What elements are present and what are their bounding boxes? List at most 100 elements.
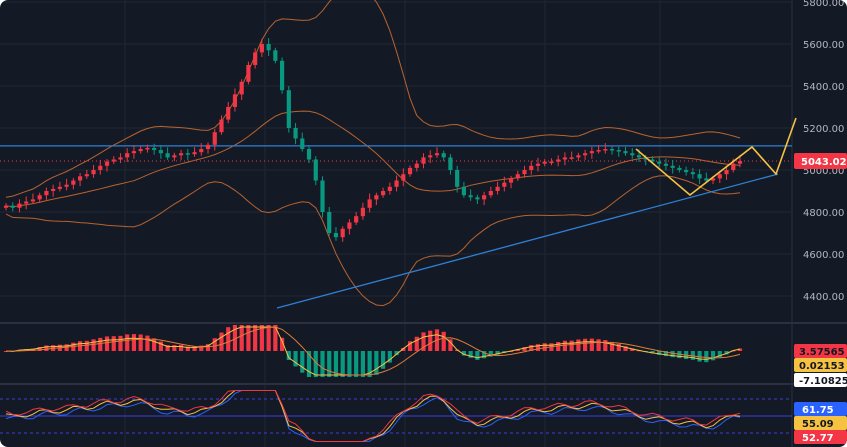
candle-body — [731, 163, 736, 170]
macd-histogram-bar — [657, 351, 662, 355]
candle-body — [710, 178, 716, 181]
macd-histogram-bar — [381, 351, 386, 369]
macd-histogram-bar — [576, 339, 581, 351]
candle-body — [630, 153, 635, 156]
candle-body — [576, 155, 581, 158]
macd-histogram-bar — [152, 338, 157, 351]
rsi-value-badge — [794, 416, 847, 430]
candle-body — [212, 132, 217, 145]
candle-body — [650, 159, 655, 162]
candle-body — [246, 65, 251, 82]
candle-body — [374, 195, 379, 200]
candle-body — [542, 161, 547, 164]
candle-body — [313, 159, 318, 181]
macd-histogram-bar — [428, 330, 433, 351]
candle-body — [320, 180, 325, 212]
candle-body — [3, 205, 9, 208]
candle-body — [273, 50, 278, 61]
candle-body — [71, 180, 76, 185]
candle-body — [57, 186, 62, 189]
macd-histogram-bar — [300, 351, 305, 373]
candle-body — [131, 151, 137, 154]
candle-body — [556, 159, 561, 162]
candle-body — [253, 52, 258, 65]
candle-body — [165, 153, 170, 158]
macd-histogram-bar — [138, 334, 143, 351]
candle-body — [30, 199, 36, 202]
candle-body — [643, 157, 648, 160]
macd-histogram-bar — [360, 351, 365, 377]
macd-histogram-bar — [407, 341, 413, 351]
candle-body — [340, 228, 345, 238]
macd-histogram-bar — [205, 344, 211, 351]
macd-histogram-bar — [293, 351, 298, 367]
macd-histogram-bar — [259, 325, 264, 351]
macd-histogram-bar — [98, 337, 103, 351]
macd-histogram-bar — [710, 351, 716, 361]
candle-body — [37, 195, 42, 200]
candle-body — [381, 191, 386, 196]
bollinger-middle-band — [5, 110, 741, 208]
macd-histogram-bar — [704, 351, 709, 363]
macd-histogram-bar — [482, 351, 487, 359]
macd-histogram-bar — [630, 348, 635, 351]
macd-histogram-bar — [542, 343, 547, 351]
candle-body — [589, 151, 594, 154]
candle-body — [609, 149, 615, 151]
macd-histogram-bar — [84, 340, 89, 351]
candle-body — [623, 151, 628, 154]
macd-histogram-bar — [280, 337, 285, 351]
macd-histogram-bar — [266, 325, 271, 351]
bollinger-upper-band — [5, 0, 741, 198]
macd-histogram-bar — [158, 341, 163, 351]
last-price-badge — [794, 152, 847, 169]
rsi-value-badge — [794, 402, 847, 416]
candle-body — [333, 233, 339, 238]
macd-histogram-bar — [414, 336, 419, 351]
rsi-value-label: 55.09 — [802, 419, 834, 430]
candle-body — [111, 159, 116, 162]
candle-body — [401, 174, 406, 181]
macd-histogram-bar — [401, 347, 406, 351]
candle-body — [44, 191, 49, 196]
candle-body — [77, 176, 83, 181]
candle-body — [232, 94, 238, 107]
candle-body — [84, 174, 89, 177]
macd-histogram-bar — [717, 351, 722, 358]
macd-histogram-bar — [367, 351, 372, 377]
candle-body — [145, 147, 150, 150]
macd-histogram-bar — [535, 344, 541, 351]
macd-histogram-bar — [212, 338, 217, 351]
projection-path — [635, 117, 797, 197]
candle-body — [286, 90, 291, 128]
candle-body — [259, 44, 264, 53]
ascending-trendline — [276, 173, 779, 309]
macd-histogram-bar — [327, 351, 332, 377]
candle-body — [596, 150, 601, 152]
candle-body — [10, 205, 15, 208]
candle-body — [569, 157, 574, 159]
y-tick-label: 4600.00 — [803, 250, 844, 261]
y-tick-label: 5600.00 — [803, 40, 844, 51]
candle-body — [704, 178, 709, 181]
macd-histogram-bar — [145, 335, 150, 351]
rsi-line — [5, 390, 741, 442]
candle-body — [616, 150, 621, 152]
macd-histogram-bar — [37, 347, 42, 351]
candle-body — [495, 186, 500, 191]
macd-histogram-bar — [387, 351, 392, 363]
macd-histogram-bar — [495, 351, 500, 355]
candle-body — [475, 197, 480, 200]
candle-body — [354, 216, 359, 223]
macd-histogram-bar — [172, 345, 177, 351]
macd-value-label: 3.57565 — [799, 347, 845, 358]
rsi-line — [5, 390, 741, 442]
macd-histogram-bar — [724, 351, 729, 355]
candle-body — [152, 147, 157, 151]
macd-value-label: 0.02153 — [799, 361, 845, 372]
macd-histogram-bar — [589, 338, 594, 351]
candle-body — [502, 182, 507, 187]
macd-histogram-bar — [320, 351, 325, 377]
macd-histogram-bar — [199, 345, 204, 351]
